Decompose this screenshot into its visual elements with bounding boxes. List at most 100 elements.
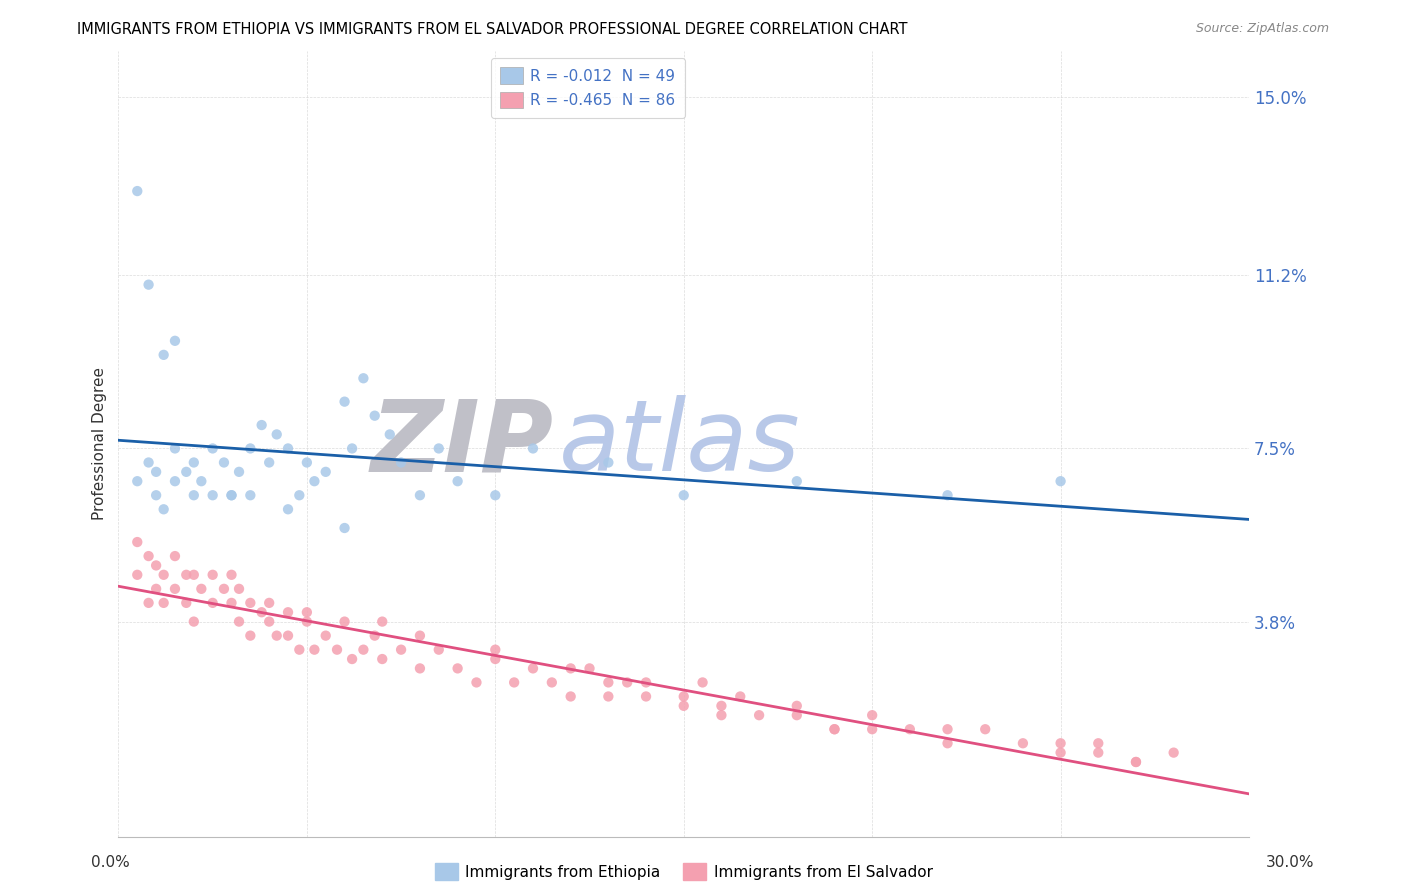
Point — [295, 615, 318, 629]
Point — [824, 723, 846, 737]
Point — [228, 582, 250, 596]
Point — [183, 455, 205, 469]
Text: 0.0%: 0.0% — [91, 855, 131, 870]
Point — [1125, 755, 1147, 769]
Text: atlas: atlas — [560, 395, 801, 492]
Point — [174, 567, 197, 582]
Point — [266, 629, 288, 643]
Point — [936, 488, 959, 502]
Point — [1087, 736, 1109, 750]
Point — [221, 596, 243, 610]
Point — [1087, 746, 1109, 760]
Point — [427, 642, 450, 657]
Point — [174, 596, 197, 610]
Point — [183, 615, 205, 629]
Point — [288, 488, 311, 502]
Point — [212, 582, 235, 596]
Point — [250, 418, 273, 433]
Point — [277, 502, 299, 516]
Point — [257, 455, 280, 469]
Point — [465, 675, 488, 690]
Point — [163, 582, 186, 596]
Point — [748, 708, 770, 723]
Point — [288, 642, 311, 657]
Point — [427, 442, 450, 456]
Point — [1163, 746, 1185, 760]
Point — [257, 615, 280, 629]
Point — [315, 465, 337, 479]
Point — [183, 488, 205, 502]
Point — [277, 629, 299, 643]
Point — [484, 652, 506, 666]
Point — [163, 334, 186, 348]
Point — [138, 596, 160, 610]
Point — [183, 567, 205, 582]
Point — [201, 567, 224, 582]
Point — [163, 442, 186, 456]
Point — [446, 474, 468, 488]
Point — [163, 474, 186, 488]
Point — [560, 690, 582, 704]
Point — [484, 488, 506, 502]
Point — [304, 642, 326, 657]
Point — [409, 629, 432, 643]
Point — [340, 652, 363, 666]
Point — [239, 488, 262, 502]
Point — [201, 488, 224, 502]
Point — [1049, 746, 1071, 760]
Point — [1049, 736, 1071, 750]
Point — [598, 455, 620, 469]
Point — [257, 596, 280, 610]
Point — [340, 442, 363, 456]
Point — [212, 455, 235, 469]
Point — [786, 474, 808, 488]
Text: Source: ZipAtlas.com: Source: ZipAtlas.com — [1195, 22, 1329, 36]
Point — [174, 465, 197, 479]
Point — [786, 708, 808, 723]
Point — [333, 394, 356, 409]
Point — [634, 675, 657, 690]
Point — [389, 642, 412, 657]
Point — [974, 723, 997, 737]
Point — [239, 629, 262, 643]
Point — [522, 442, 544, 456]
Point — [672, 698, 695, 713]
Point — [898, 723, 921, 737]
Point — [127, 535, 149, 549]
Point — [598, 690, 620, 704]
Point — [672, 488, 695, 502]
Point — [201, 442, 224, 456]
Point — [710, 698, 733, 713]
Point — [266, 427, 288, 442]
Point — [315, 629, 337, 643]
Point — [692, 675, 714, 690]
Point — [409, 661, 432, 675]
Point — [277, 605, 299, 619]
Point — [239, 596, 262, 610]
Point — [352, 371, 374, 385]
Point — [145, 488, 167, 502]
Point — [145, 465, 167, 479]
Point — [598, 675, 620, 690]
Point — [446, 661, 468, 675]
Text: 30.0%: 30.0% — [1267, 855, 1315, 870]
Point — [221, 488, 243, 502]
Point — [295, 605, 318, 619]
Point — [295, 455, 318, 469]
Point — [145, 582, 167, 596]
Point — [333, 521, 356, 535]
Point — [389, 455, 412, 469]
Point — [138, 455, 160, 469]
Point — [277, 442, 299, 456]
Point — [152, 348, 174, 362]
Point — [250, 605, 273, 619]
Point — [730, 690, 752, 704]
Point — [326, 642, 349, 657]
Point — [484, 642, 506, 657]
Point — [1012, 736, 1035, 750]
Point — [221, 567, 243, 582]
Point — [152, 596, 174, 610]
Point — [239, 442, 262, 456]
Point — [371, 652, 394, 666]
Point — [190, 474, 212, 488]
